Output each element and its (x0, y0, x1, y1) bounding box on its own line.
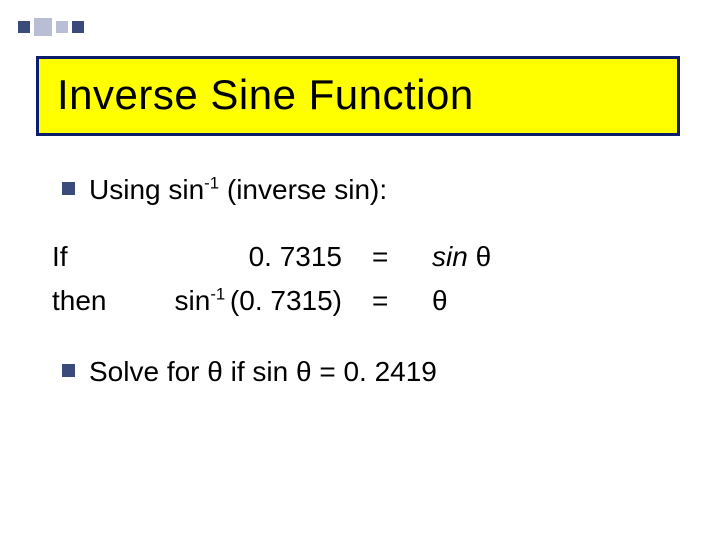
superscript: -1 (204, 174, 219, 193)
eq-left-side: 0. 7315 (142, 237, 372, 278)
eq-left-side: sin-1 (0. 7315) (142, 281, 372, 322)
slide-body: Using sin-1 (inverse sin): If 0. 7315 = … (62, 170, 670, 418)
equation-block: If 0. 7315 = sin θ then sin-1 (0. 7315) … (52, 237, 670, 322)
theta-symbol: θ (432, 285, 448, 316)
equation-row: then sin-1 (0. 7315) = θ (52, 281, 670, 322)
eq-right-side: sin θ (432, 237, 670, 278)
deco-square (18, 21, 30, 33)
bullet-item: Using sin-1 (inverse sin): (62, 170, 670, 211)
slide-title: Inverse Sine Function (57, 71, 659, 119)
theta-symbol: θ (476, 241, 492, 272)
equation-row: If 0. 7315 = sin θ (52, 237, 670, 278)
text-fragment: sin (432, 241, 476, 272)
bullet-marker (62, 364, 75, 377)
text-fragment: (inverse sin): (219, 174, 387, 205)
superscript: -1 (210, 285, 230, 304)
deco-square (56, 21, 68, 33)
slide-title-box: Inverse Sine Function (36, 56, 680, 136)
text-fragment: Using sin (89, 174, 204, 205)
eq-label: then (52, 281, 142, 322)
eq-label: If (52, 237, 142, 278)
eq-equals: = (372, 237, 432, 278)
bullet-item: Solve for θ if sin θ = 0. 2419 (62, 352, 670, 393)
bullet-text: Using sin-1 (inverse sin): (89, 170, 670, 211)
text-fragment: (0. 7315) (230, 285, 342, 316)
eq-right-side: θ (432, 281, 670, 322)
bullet-marker (62, 182, 75, 195)
deco-square (72, 21, 84, 33)
text-fragment: sin (175, 285, 211, 316)
corner-decoration (18, 18, 84, 36)
eq-equals: = (372, 281, 432, 322)
deco-square (34, 18, 52, 36)
bullet-text: Solve for θ if sin θ = 0. 2419 (89, 352, 670, 393)
